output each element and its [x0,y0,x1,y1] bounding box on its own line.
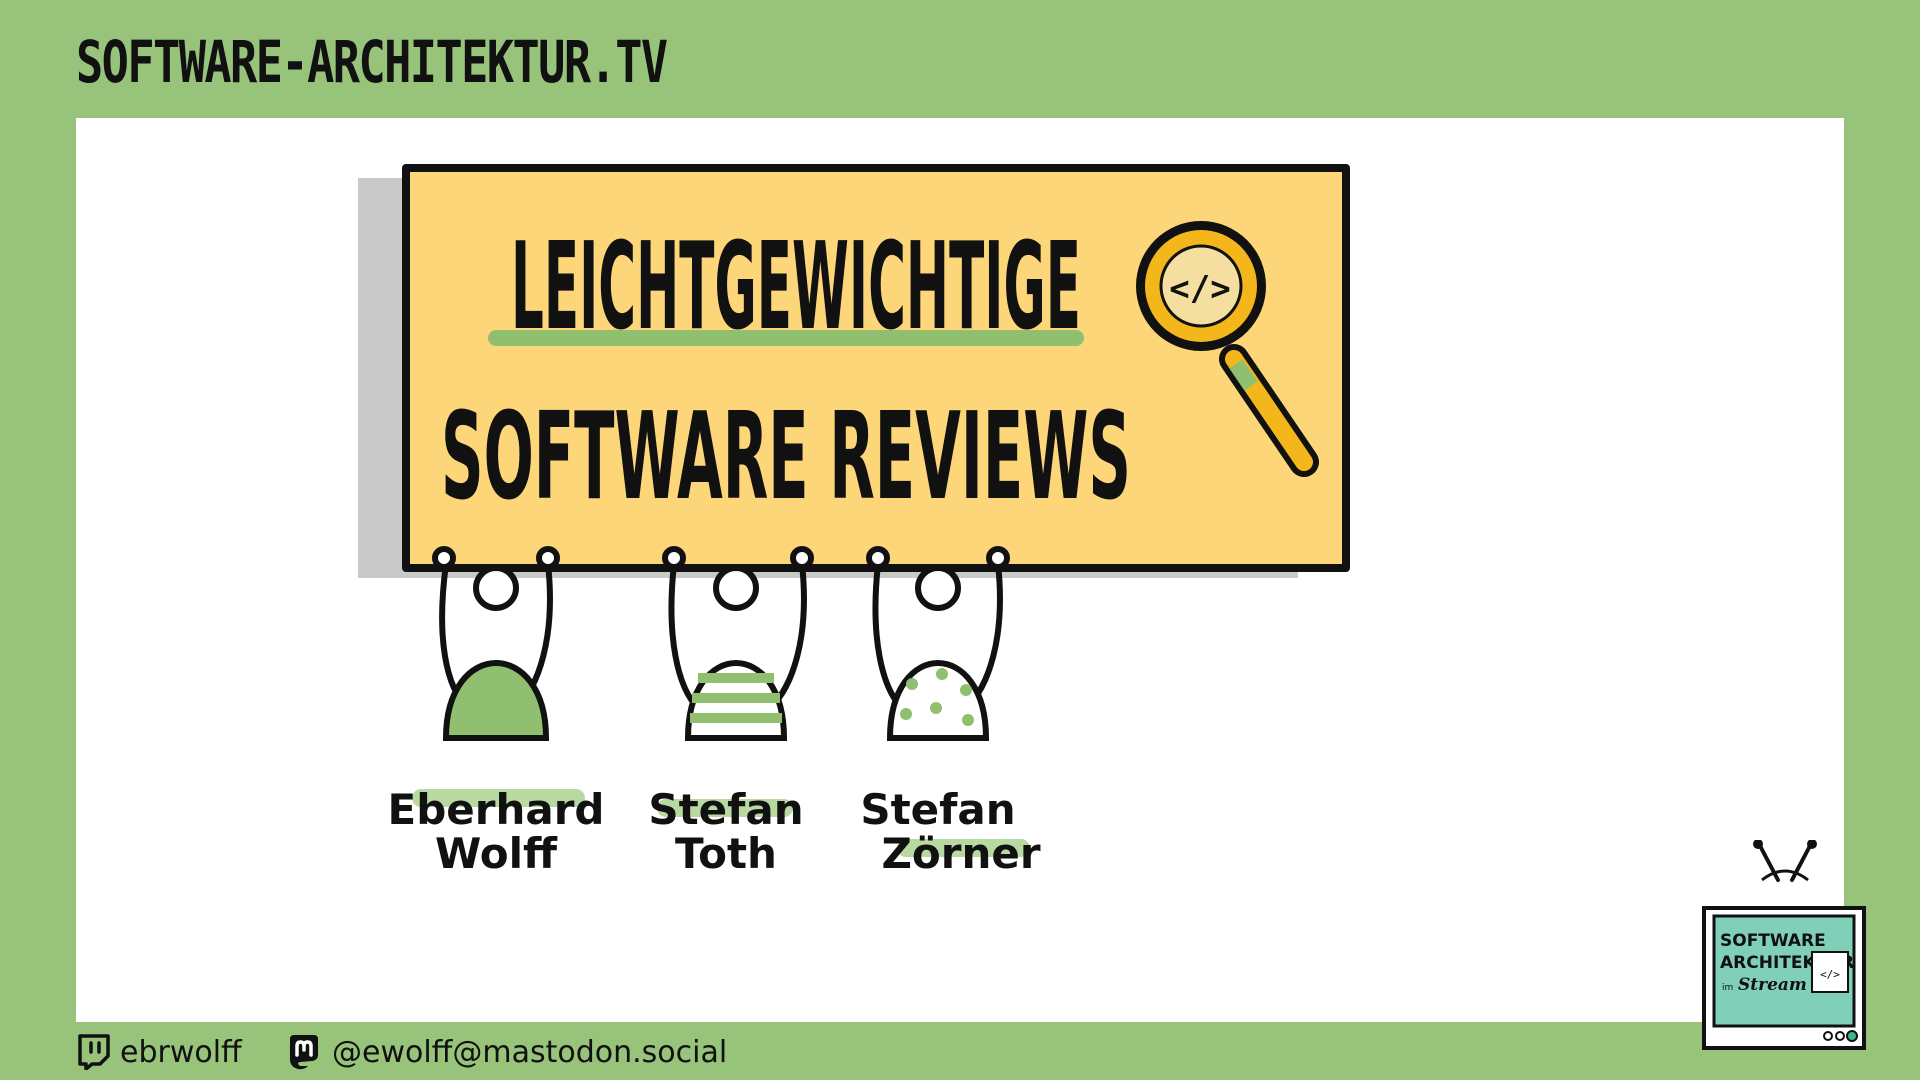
mastodon-link[interactable]: @ewolff@mastodon.social [286,1030,727,1074]
logo-code: </> [1820,968,1840,981]
speaker-1-last-name: Wolff [435,829,558,878]
speaker-figure-3 [866,546,1010,741]
slide-canvas: LEICHTGEWICHTIGE SOFTWARE REVIEWS </> [76,118,1844,1022]
speaker-1-first-name: Eberhard [388,785,605,834]
twitch-icon [78,1034,110,1070]
speaker-2-first-name: Stefan [648,785,803,834]
logo-line1: SOFTWARE [1720,931,1826,951]
illustration: LEICHTGEWICHTIGE SOFTWARE REVIEWS </> [358,164,1350,878]
software-architektur-im-stream-logo: SOFTWARE ARCHITEKTUR im Stream </> [1702,840,1866,1050]
site-title: SOFTWARE-ARCHITEKTUR.TV [76,28,668,96]
speaker-3-first-name: Stefan [860,785,1015,834]
logo-stream: Stream [1738,975,1807,995]
speaker-2-last-name: Toth [675,829,777,878]
speaker-figure-1 [432,546,560,741]
speaker-figure-2 [662,546,814,741]
twitch-link[interactable]: ebrwolff [76,1030,242,1074]
sign-title-line2: SOFTWARE REVIEWS [441,388,1131,527]
sign-title-line1: LEICHTGEWICHTIGE [511,218,1081,357]
magnifier-icon: </> [1136,221,1319,477]
twitch-handle: ebrwolff [120,1034,242,1070]
speaker-3-last-name: Zörner [881,829,1040,878]
mastodon-icon [290,1035,318,1070]
mastodon-handle: @ewolff@mastodon.social [332,1034,728,1070]
logo-im: im [1722,983,1733,993]
magnifier-code-label: </> [1169,269,1230,309]
